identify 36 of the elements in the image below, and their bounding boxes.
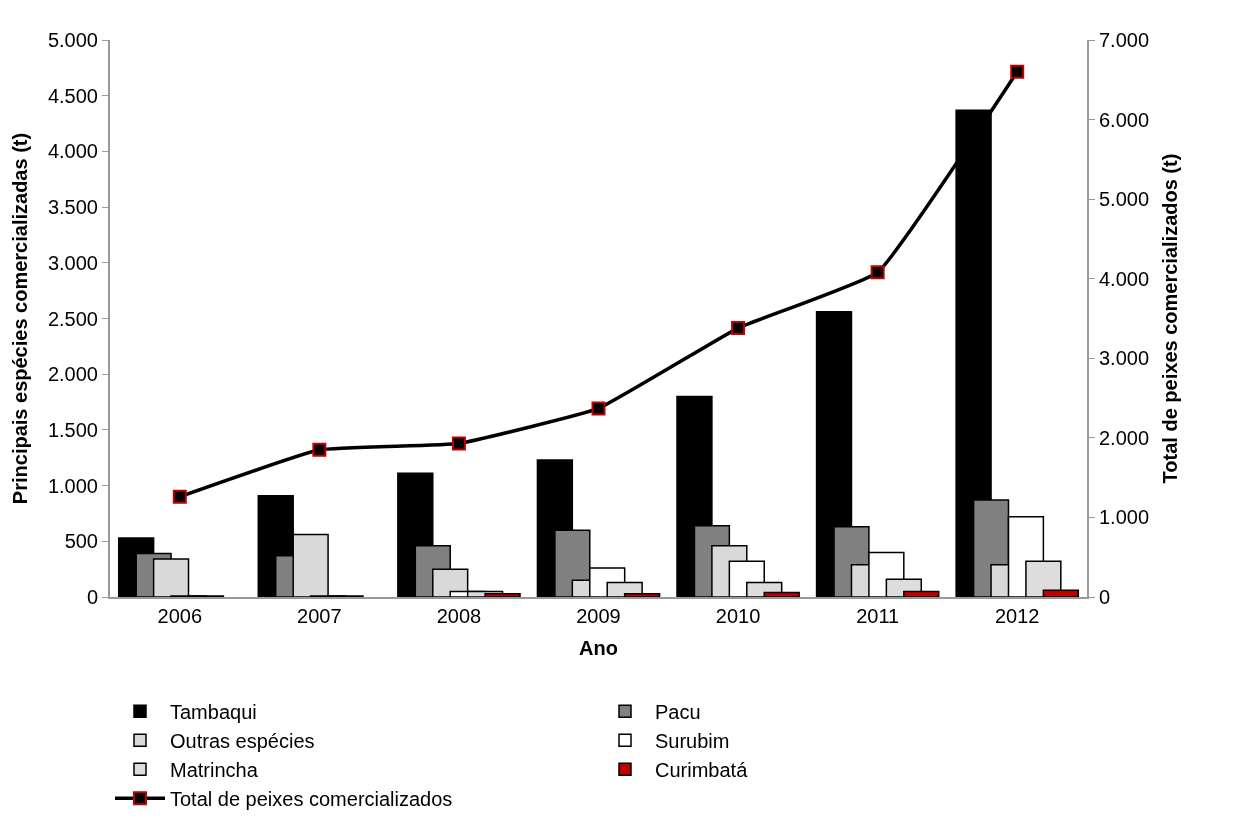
y-tick-label: 3.000 [47, 251, 98, 274]
y-tick-label: 2.500 [47, 307, 98, 330]
x-axis-title: Ano [579, 637, 618, 659]
x-tick-label: 2006 [157, 605, 203, 627]
legend-label: Total de peixes comercializados [170, 787, 453, 810]
x-tick-label: 2011 [856, 605, 900, 627]
y-tick-label: 4.000 [47, 140, 98, 163]
y-tick-label: 500 [64, 530, 98, 553]
legend-label: Tambaqui [170, 700, 257, 723]
x-tick-label: 2008 [436, 605, 482, 627]
y-tick-label: 5.000 [47, 29, 98, 51]
legend-label: Matrincha [170, 758, 259, 781]
y2-tick-label: 5.000 [1099, 188, 1150, 211]
x-tick-label: 2010 [715, 605, 761, 627]
y2-tick-label: 7.000 [1099, 29, 1150, 51]
legend-label: Curimbatá [655, 758, 749, 781]
y2-tick-label: 3.000 [1099, 347, 1150, 370]
y-tick-label: 1.000 [47, 474, 98, 497]
x-tick-label: 2012 [994, 605, 1040, 627]
y-tick-label: 0 [86, 586, 98, 608]
y-axis-title: Principais espécies comercializadas (t) [8, 132, 31, 505]
legend-label: Outras espécies [170, 729, 315, 752]
y-tick-label: 2.000 [47, 363, 98, 386]
y2-tick-label: 1.000 [1099, 506, 1150, 529]
y2-axis-title: Total de peixes comercializados (t) [1159, 153, 1182, 484]
y-tick-label: 1.500 [47, 418, 98, 441]
y2-tick-label: 2.000 [1099, 426, 1150, 449]
x-tick-label: 2009 [576, 605, 621, 627]
y2-tick-label: 0 [1099, 586, 1111, 608]
x-tick-label: 2007 [297, 605, 342, 627]
y-tick-label: 4.500 [47, 84, 98, 107]
legend-label: Pacu [655, 700, 701, 723]
y2-tick-label: 4.000 [1099, 267, 1150, 290]
y2-tick-label: 6.000 [1099, 108, 1150, 131]
y-tick-label: 3.500 [47, 196, 98, 219]
legend-label: Surubim [655, 729, 730, 752]
